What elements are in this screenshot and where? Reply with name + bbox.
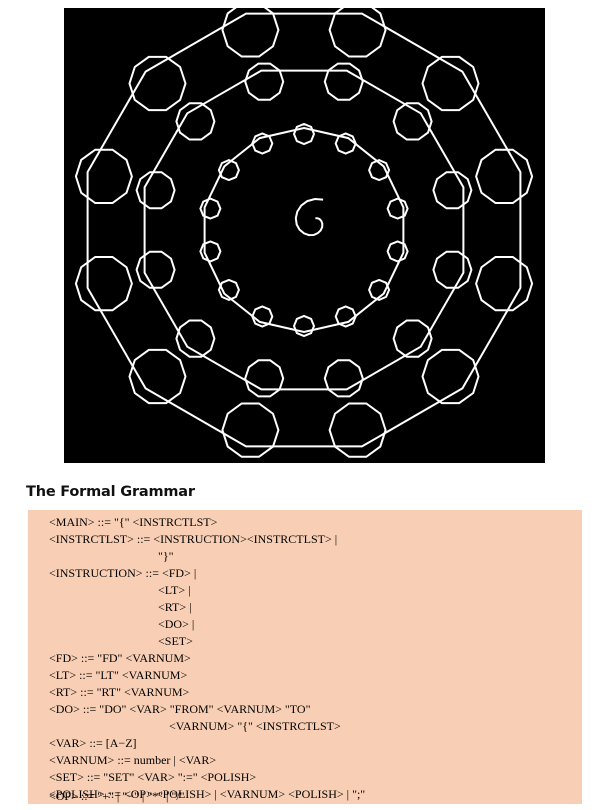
corner-circle-1-2: [421, 55, 480, 112]
grammar-line-instruction: <INSTRUCTION> ::= <FD> |: [49, 566, 197, 580]
grammar-line-main: <MAIN> ::= "{" <INSTRCTLST>: [49, 515, 218, 529]
corner-circle-1-1: [328, 8, 387, 58]
corner-circle-2-9: [135, 250, 176, 289]
grammar-line-rt: <RT> ::= "RT" <VARNUM>: [49, 685, 190, 699]
corner-circle-1-10: [74, 148, 133, 204]
corner-circle-2-6: [323, 359, 364, 398]
section-heading: The Formal Grammar: [26, 484, 195, 500]
grammar-line-op: <OP> ::= "+" | "−" | "*" | "/": [49, 789, 185, 803]
octagon-ring-1: [86, 12, 522, 448]
corner-circle-2-3: [432, 171, 473, 210]
corner-circle-1-4: [475, 256, 534, 312]
corner-circle-1-9: [74, 256, 133, 312]
corner-circle-2-7: [244, 359, 285, 398]
corner-circle-3-3: [368, 159, 391, 182]
grammar-line-instruction-lt: <LT> |: [158, 583, 191, 597]
corner-circle-2-1: [323, 62, 364, 101]
octagon-ring-3: [203, 126, 405, 334]
corner-circle-3-10: [217, 278, 240, 301]
grammar-line-instrctlst-cont: "}": [158, 549, 174, 563]
corner-circle-3-4: [386, 197, 409, 220]
corner-circle-3-12: [199, 197, 222, 220]
corner-circle-2-10: [135, 171, 176, 210]
corner-circle-2-11: [175, 102, 216, 141]
corner-circle-3-2: [334, 132, 357, 155]
corner-circle-3-11: [199, 240, 222, 263]
corner-circle-1-5: [421, 348, 480, 405]
grammar-box: <MAIN> ::= "{" <INSTRCTLST> <INSTRCTLST>…: [28, 510, 582, 804]
center-spiral: [294, 197, 324, 237]
grammar-line-set: <SET> ::= "SET" <VAR> ":=" <POLISH>: [49, 770, 257, 784]
spiral-octagon-drawing: [74, 8, 534, 458]
corner-circle-3-14: [251, 132, 274, 155]
corner-circle-3-8: [292, 314, 316, 338]
corner-circle-1-6: [328, 402, 387, 458]
grammar-line-instruction-rt: <RT> |: [158, 600, 192, 614]
grammar-line-polish: <POLISH> ::= <OP> <POLISH> | <VARNUM> <P…: [49, 787, 366, 801]
corner-circle-2-8: [175, 319, 216, 358]
corner-circle-2-12: [244, 62, 285, 101]
grammar-line-do-cont: <VARNUM> "{" <INSTRCTLST>: [169, 719, 341, 733]
grammar-line-instrctlst: <INSTRCTLST> ::= <INSTRUCTION><INSTRCTLS…: [49, 532, 338, 546]
octagon-ring-2: [143, 69, 465, 391]
turtle-graphics-figure: [64, 8, 545, 463]
corner-circle-2-2: [392, 102, 433, 141]
corner-circle-1-3: [475, 148, 534, 204]
corner-circle-3-1: [292, 122, 316, 146]
grammar-line-varnum: <VARNUM> ::= number | <VAR>: [49, 753, 217, 767]
corner-circle-3-13: [217, 159, 240, 182]
corner-circle-3-5: [386, 240, 409, 263]
grammar-line-instruction-do: <DO> |: [158, 617, 195, 631]
corner-circle-3-6: [368, 278, 391, 301]
corner-circle-1-11: [128, 55, 187, 112]
corner-circle-1-12: [221, 8, 280, 58]
corner-circle-2-5: [392, 319, 433, 358]
grammar-line-instruction-set: <SET>: [158, 634, 193, 648]
corner-circle-3-9: [251, 305, 274, 328]
corner-circle-1-7: [221, 402, 280, 458]
corner-circle-3-7: [334, 305, 357, 328]
corner-circle-2-4: [432, 250, 473, 289]
grammar-line-var: <VAR> ::= [A−Z]: [49, 736, 137, 750]
grammar-line-lt: <LT> ::= "LT" <VARNUM>: [49, 668, 188, 682]
grammar-line-fd: <FD> ::= "FD" <VARNUM>: [49, 651, 191, 665]
grammar-line-do: <DO> ::= "DO" <VAR> "FROM" <VARNUM> "TO": [49, 702, 311, 716]
corner-circle-1-8: [128, 348, 187, 405]
